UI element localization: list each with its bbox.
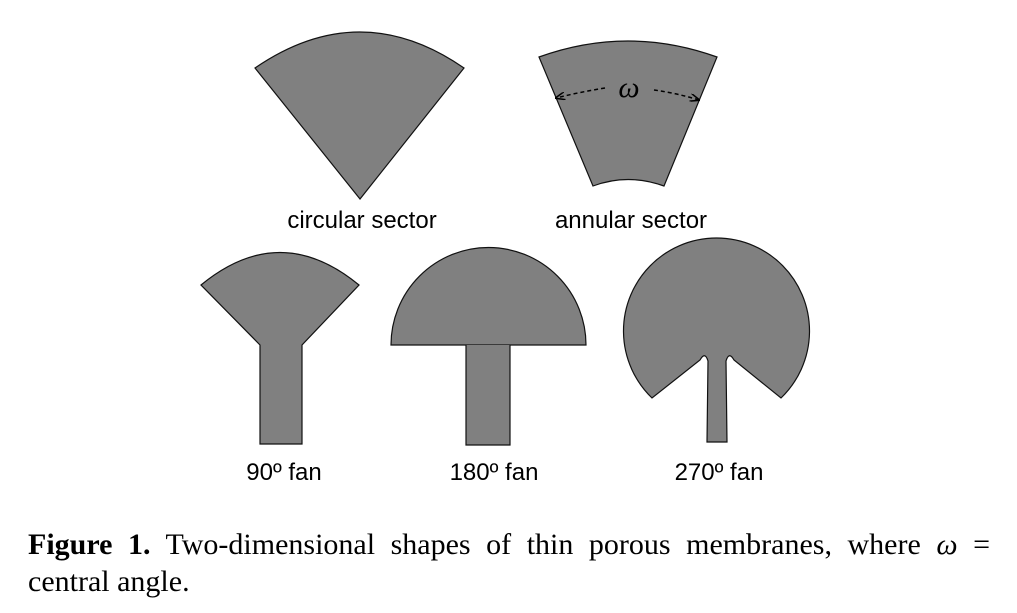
figure-number: Figure 1. <box>28 528 151 561</box>
omega-symbol: ω <box>618 71 639 104</box>
caption-text-1: Two-dimensional shapes of thin porous me… <box>165 528 921 561</box>
fan-90-shape <box>200 251 360 445</box>
figure-caption: Figure 1. Two-dimensional shapes of thin… <box>28 526 990 600</box>
fan-180-shape <box>390 246 587 446</box>
fan-180-label: 180º fan <box>450 459 539 486</box>
circular-sector-shape <box>254 31 465 200</box>
caption-text-2: = central angle. <box>28 528 991 598</box>
caption-omega-symbol: ω <box>936 528 958 561</box>
fan-270-label: 270º fan <box>675 459 764 486</box>
membrane-shapes-diagram: ω circular sector annular sector 90º fan… <box>200 31 811 486</box>
fan-270-shape <box>622 237 811 443</box>
circular-sector-label: circular sector <box>287 207 436 234</box>
annular-sector-label: annular sector <box>555 207 707 234</box>
central-angle-arrow <box>556 87 699 100</box>
fan-90-label: 90º fan <box>246 459 322 486</box>
annular-sector-shape <box>538 40 718 187</box>
